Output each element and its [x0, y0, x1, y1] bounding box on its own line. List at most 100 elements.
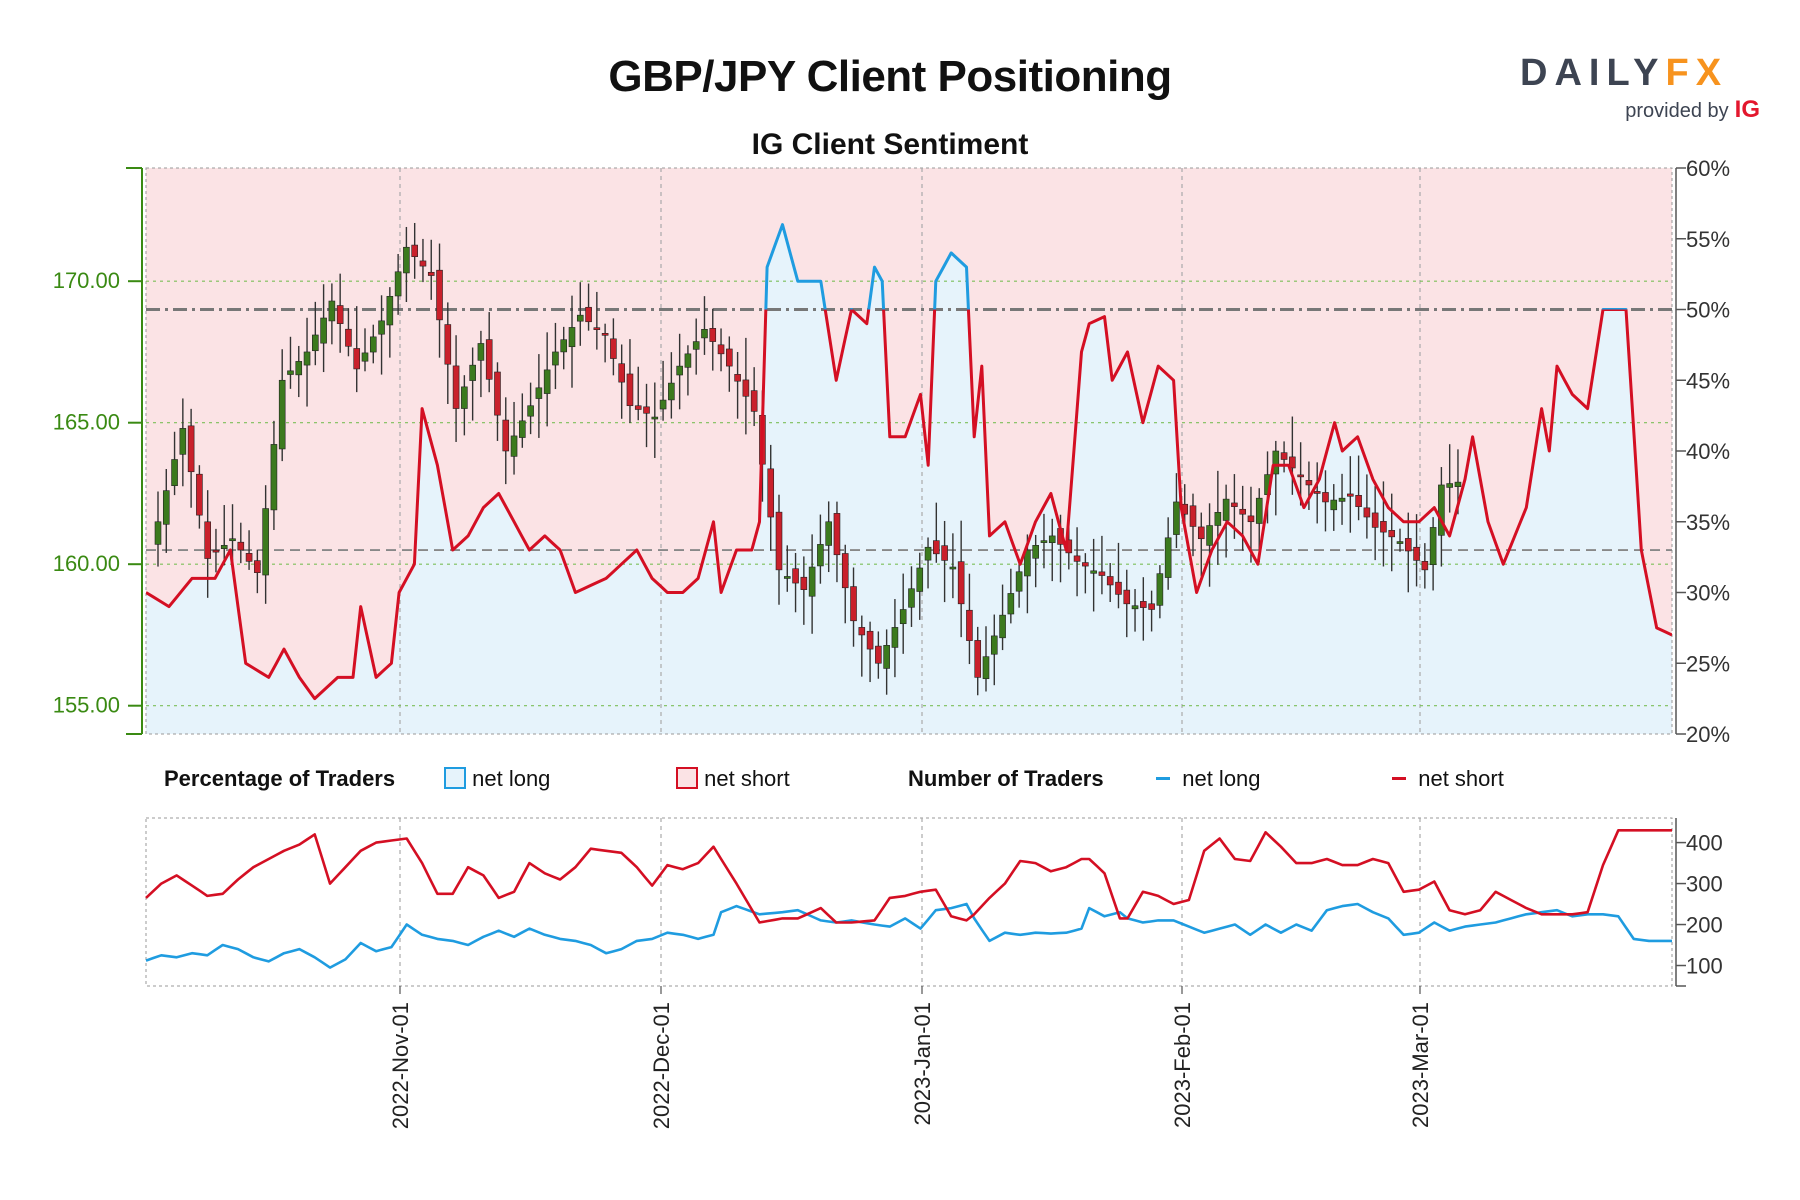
- candle-down: [452, 365, 460, 409]
- candle-up: [692, 341, 700, 350]
- right-axis-tick-label: 40%: [1686, 439, 1730, 464]
- candle-down: [841, 553, 849, 589]
- candle-up: [1173, 501, 1180, 535]
- candle-up: [378, 320, 385, 335]
- candle-up: [519, 420, 526, 438]
- legend-num-long: net long: [1156, 766, 1261, 792]
- candle-down: [875, 645, 882, 664]
- candle-up: [361, 352, 369, 362]
- candle-up: [560, 339, 568, 353]
- candle-up: [477, 343, 485, 361]
- candle-up: [916, 567, 924, 592]
- candle-up: [543, 369, 551, 394]
- candle-up: [1131, 605, 1139, 610]
- candle-up: [1040, 540, 1048, 543]
- candle-up: [527, 405, 534, 417]
- candle-down: [1347, 493, 1354, 497]
- sub-plot-frame: [145, 817, 1673, 987]
- candle-up: [535, 387, 543, 399]
- sub-axis-tick-label: 400: [1686, 831, 1723, 856]
- candle-up: [651, 416, 659, 420]
- x-tick-label: 2023-Jan-01: [910, 1002, 935, 1126]
- candle-down: [1388, 530, 1396, 538]
- candle-down: [618, 363, 625, 383]
- candle-up: [1024, 549, 1031, 577]
- candle-up: [179, 428, 187, 455]
- candle-down: [593, 327, 601, 330]
- candle-down: [957, 561, 965, 605]
- candle-up: [990, 635, 998, 655]
- candle-up: [1438, 484, 1445, 536]
- candle-up: [303, 351, 311, 366]
- candle-up: [1446, 483, 1453, 488]
- candle-up: [1048, 535, 1056, 544]
- right-axis-tick-label: 20%: [1686, 722, 1730, 747]
- candle-down: [1189, 505, 1197, 527]
- left-axis-tick-label: 160.00: [53, 551, 120, 576]
- candle-down: [1289, 456, 1296, 469]
- candle-up: [229, 538, 236, 542]
- legend-num-short: net short: [1392, 766, 1504, 792]
- candle-down: [792, 568, 799, 584]
- candle-down: [444, 324, 452, 365]
- candle-up: [320, 317, 327, 344]
- legend-pct-long-label: net long: [472, 766, 551, 791]
- candle-down: [767, 468, 775, 518]
- right-axis-tick-label: 25%: [1686, 651, 1730, 676]
- candle-up: [328, 300, 336, 322]
- candle-down: [933, 540, 940, 555]
- logo-provided-by: provided by IG: [1625, 96, 1760, 124]
- candle-down: [1247, 515, 1255, 523]
- right-axis-tick-label: 55%: [1686, 227, 1730, 252]
- candle-down: [1148, 603, 1155, 610]
- candle-down: [502, 419, 510, 452]
- candle-down: [941, 545, 948, 561]
- candle-down: [336, 305, 344, 324]
- candle-down: [974, 640, 982, 678]
- candle-down: [353, 348, 361, 370]
- candle-up: [568, 327, 576, 348]
- net-long-area: [146, 224, 1672, 734]
- traders-net-short-line: [145, 828, 1672, 924]
- candle-down: [204, 521, 211, 559]
- candle-down: [1115, 581, 1122, 595]
- logo-ig: IG: [1734, 96, 1760, 123]
- candle-down: [775, 511, 783, 571]
- candle-down: [709, 328, 717, 342]
- sub-axis-tick-label: 300: [1686, 872, 1723, 897]
- left-axis-tick-label: 155.00: [53, 693, 120, 718]
- candle-down: [734, 374, 741, 382]
- right-axis-tick-label: 50%: [1686, 298, 1730, 323]
- candle-up: [394, 271, 402, 297]
- candle-down: [345, 328, 352, 347]
- logo-brand-accent: FX: [1665, 52, 1729, 94]
- candle-up: [403, 246, 410, 274]
- logo-brand-main: DAILY: [1520, 52, 1666, 94]
- candle-up: [808, 566, 816, 597]
- legend-pct-short-label: net short: [704, 766, 790, 791]
- legend-pct-long-swatch: [444, 767, 466, 789]
- candle-down: [485, 339, 493, 380]
- candle-down: [1297, 474, 1304, 478]
- candle-up: [576, 314, 584, 322]
- candle-up: [783, 576, 791, 579]
- candle-down: [196, 473, 203, 516]
- sub-axis-tick-label: 200: [1686, 913, 1723, 938]
- candle-down: [1363, 507, 1371, 518]
- candle-down: [427, 271, 435, 276]
- candle-up: [883, 645, 890, 669]
- candle-down: [494, 371, 501, 416]
- candle-down: [1380, 521, 1387, 533]
- candle-down: [850, 586, 857, 622]
- candle-down: [1313, 491, 1321, 494]
- candle-up: [899, 609, 907, 625]
- candle-down: [833, 513, 841, 556]
- x-tick-label: 2022-Nov-01: [388, 1002, 413, 1129]
- candle-down: [245, 553, 253, 562]
- candle-down: [800, 576, 808, 590]
- candle-down: [726, 348, 733, 367]
- candle-down: [601, 333, 609, 336]
- candle-up: [469, 364, 476, 381]
- candle-up: [1090, 570, 1097, 574]
